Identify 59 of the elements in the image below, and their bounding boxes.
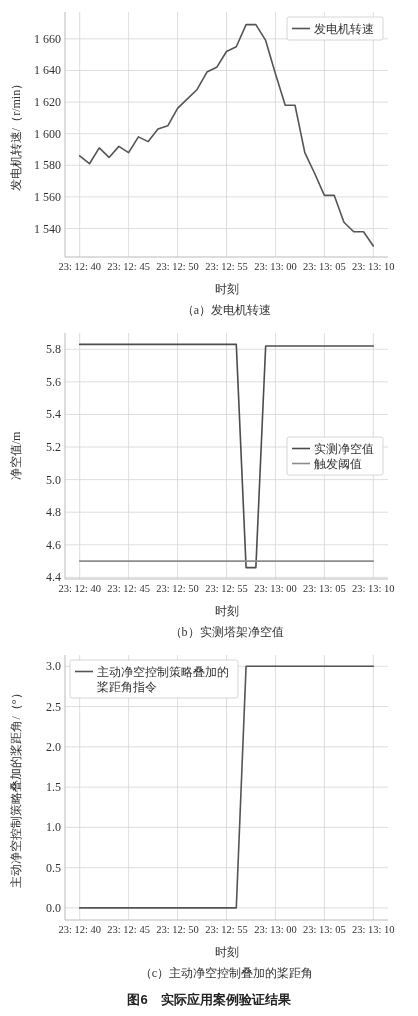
x-tick-label: 23: 12: 55 bbox=[205, 583, 248, 594]
y-tick-label: 1 560 bbox=[34, 189, 61, 204]
x-tick-label: 23: 13: 00 bbox=[254, 924, 297, 935]
y-tick-label: 4.6 bbox=[46, 537, 61, 552]
y-tick-label: 5.6 bbox=[46, 374, 61, 389]
x-tick-label: 23: 13: 05 bbox=[303, 583, 346, 594]
y-tick-label: 5.8 bbox=[46, 342, 61, 357]
y-tick-label: 1 540 bbox=[34, 221, 61, 236]
x-tick-label: 23: 12: 45 bbox=[107, 583, 150, 594]
y-tick-label: 4.4 bbox=[46, 570, 61, 585]
x-tick-label: 23: 12: 55 bbox=[205, 261, 248, 272]
x-tick-label: 23: 12: 50 bbox=[156, 583, 199, 594]
x-tick-label: 23: 13: 05 bbox=[303, 924, 346, 935]
y-tick-label: 1 660 bbox=[34, 31, 61, 46]
text: （b）实测塔架净空值 bbox=[169, 625, 284, 639]
y-tick-label: 1 580 bbox=[34, 158, 61, 173]
y-tick-label: 3.0 bbox=[46, 659, 61, 674]
x-tick-label: 23: 12: 40 bbox=[58, 261, 101, 272]
y-tick-label: 5.2 bbox=[46, 440, 61, 455]
x-tick-label: 23: 12: 40 bbox=[58, 924, 101, 935]
y-tick-label: 4.8 bbox=[46, 505, 61, 520]
text: （c）主动净空控制叠加的桨距角 bbox=[139, 966, 314, 980]
x-tick-label: 23: 12: 45 bbox=[107, 924, 150, 935]
x-tick-label: 23: 12: 50 bbox=[156, 261, 199, 272]
y-tick-label: 5.4 bbox=[46, 407, 61, 422]
legend-label: 发电机转速 bbox=[314, 21, 374, 36]
x-tick-label: 23: 12: 40 bbox=[58, 583, 101, 594]
y-tick-label: 1.5 bbox=[46, 780, 61, 795]
y-tick-label: 2.5 bbox=[46, 699, 61, 714]
x-tick-label: 23: 13: 10 bbox=[352, 583, 395, 594]
x-axis-title: 时刻 bbox=[214, 945, 239, 959]
y-tick-label: 0.0 bbox=[46, 900, 61, 915]
y-tick-label: 1.0 bbox=[46, 820, 61, 835]
x-tick-label: 23: 12: 55 bbox=[205, 924, 248, 935]
y-tick-label: 1 600 bbox=[34, 126, 61, 141]
y-tick-label: 1 640 bbox=[34, 63, 61, 78]
y-axis-title: 主动净空控制策略叠加的桨距角/（°） bbox=[9, 687, 23, 888]
legend-label: 触发阈值 bbox=[314, 456, 362, 471]
legend: 发电机转速 bbox=[286, 16, 384, 41]
y-tick-label: 2.0 bbox=[46, 739, 61, 754]
y-tick-label: 0.5 bbox=[46, 860, 61, 875]
x-axis-title: 时刻 bbox=[214, 604, 239, 618]
x-tick-label: 23: 12: 45 bbox=[107, 261, 150, 272]
x-tick-label: 23: 12: 50 bbox=[156, 924, 199, 935]
y-axis-title: 净空值/m bbox=[9, 431, 23, 481]
x-tick-label: 23: 13: 05 bbox=[303, 261, 346, 272]
legend-label: 主动净空控制策略叠加的桨距角指令 bbox=[97, 664, 229, 694]
x-tick-label: 23: 13: 10 bbox=[352, 261, 395, 272]
legend-label: 实测净空值 bbox=[314, 441, 374, 456]
x-tick-label: 23: 13: 00 bbox=[254, 583, 297, 594]
text: （a）发电机转速 bbox=[181, 303, 272, 317]
legend: 主动净空控制策略叠加的桨距角指令 bbox=[69, 659, 239, 699]
x-tick-label: 23: 13: 10 bbox=[352, 924, 395, 935]
y-axis-title: 发电机转速/（r/min） bbox=[9, 77, 23, 192]
y-tick-label: 1 620 bbox=[34, 95, 61, 110]
x-tick-label: 23: 13: 00 bbox=[254, 261, 297, 272]
x-axis-title: 时刻 bbox=[214, 282, 239, 296]
y-tick-label: 5.0 bbox=[46, 472, 61, 487]
caption: 图6 实际应用案例验证结果 bbox=[127, 992, 292, 1007]
